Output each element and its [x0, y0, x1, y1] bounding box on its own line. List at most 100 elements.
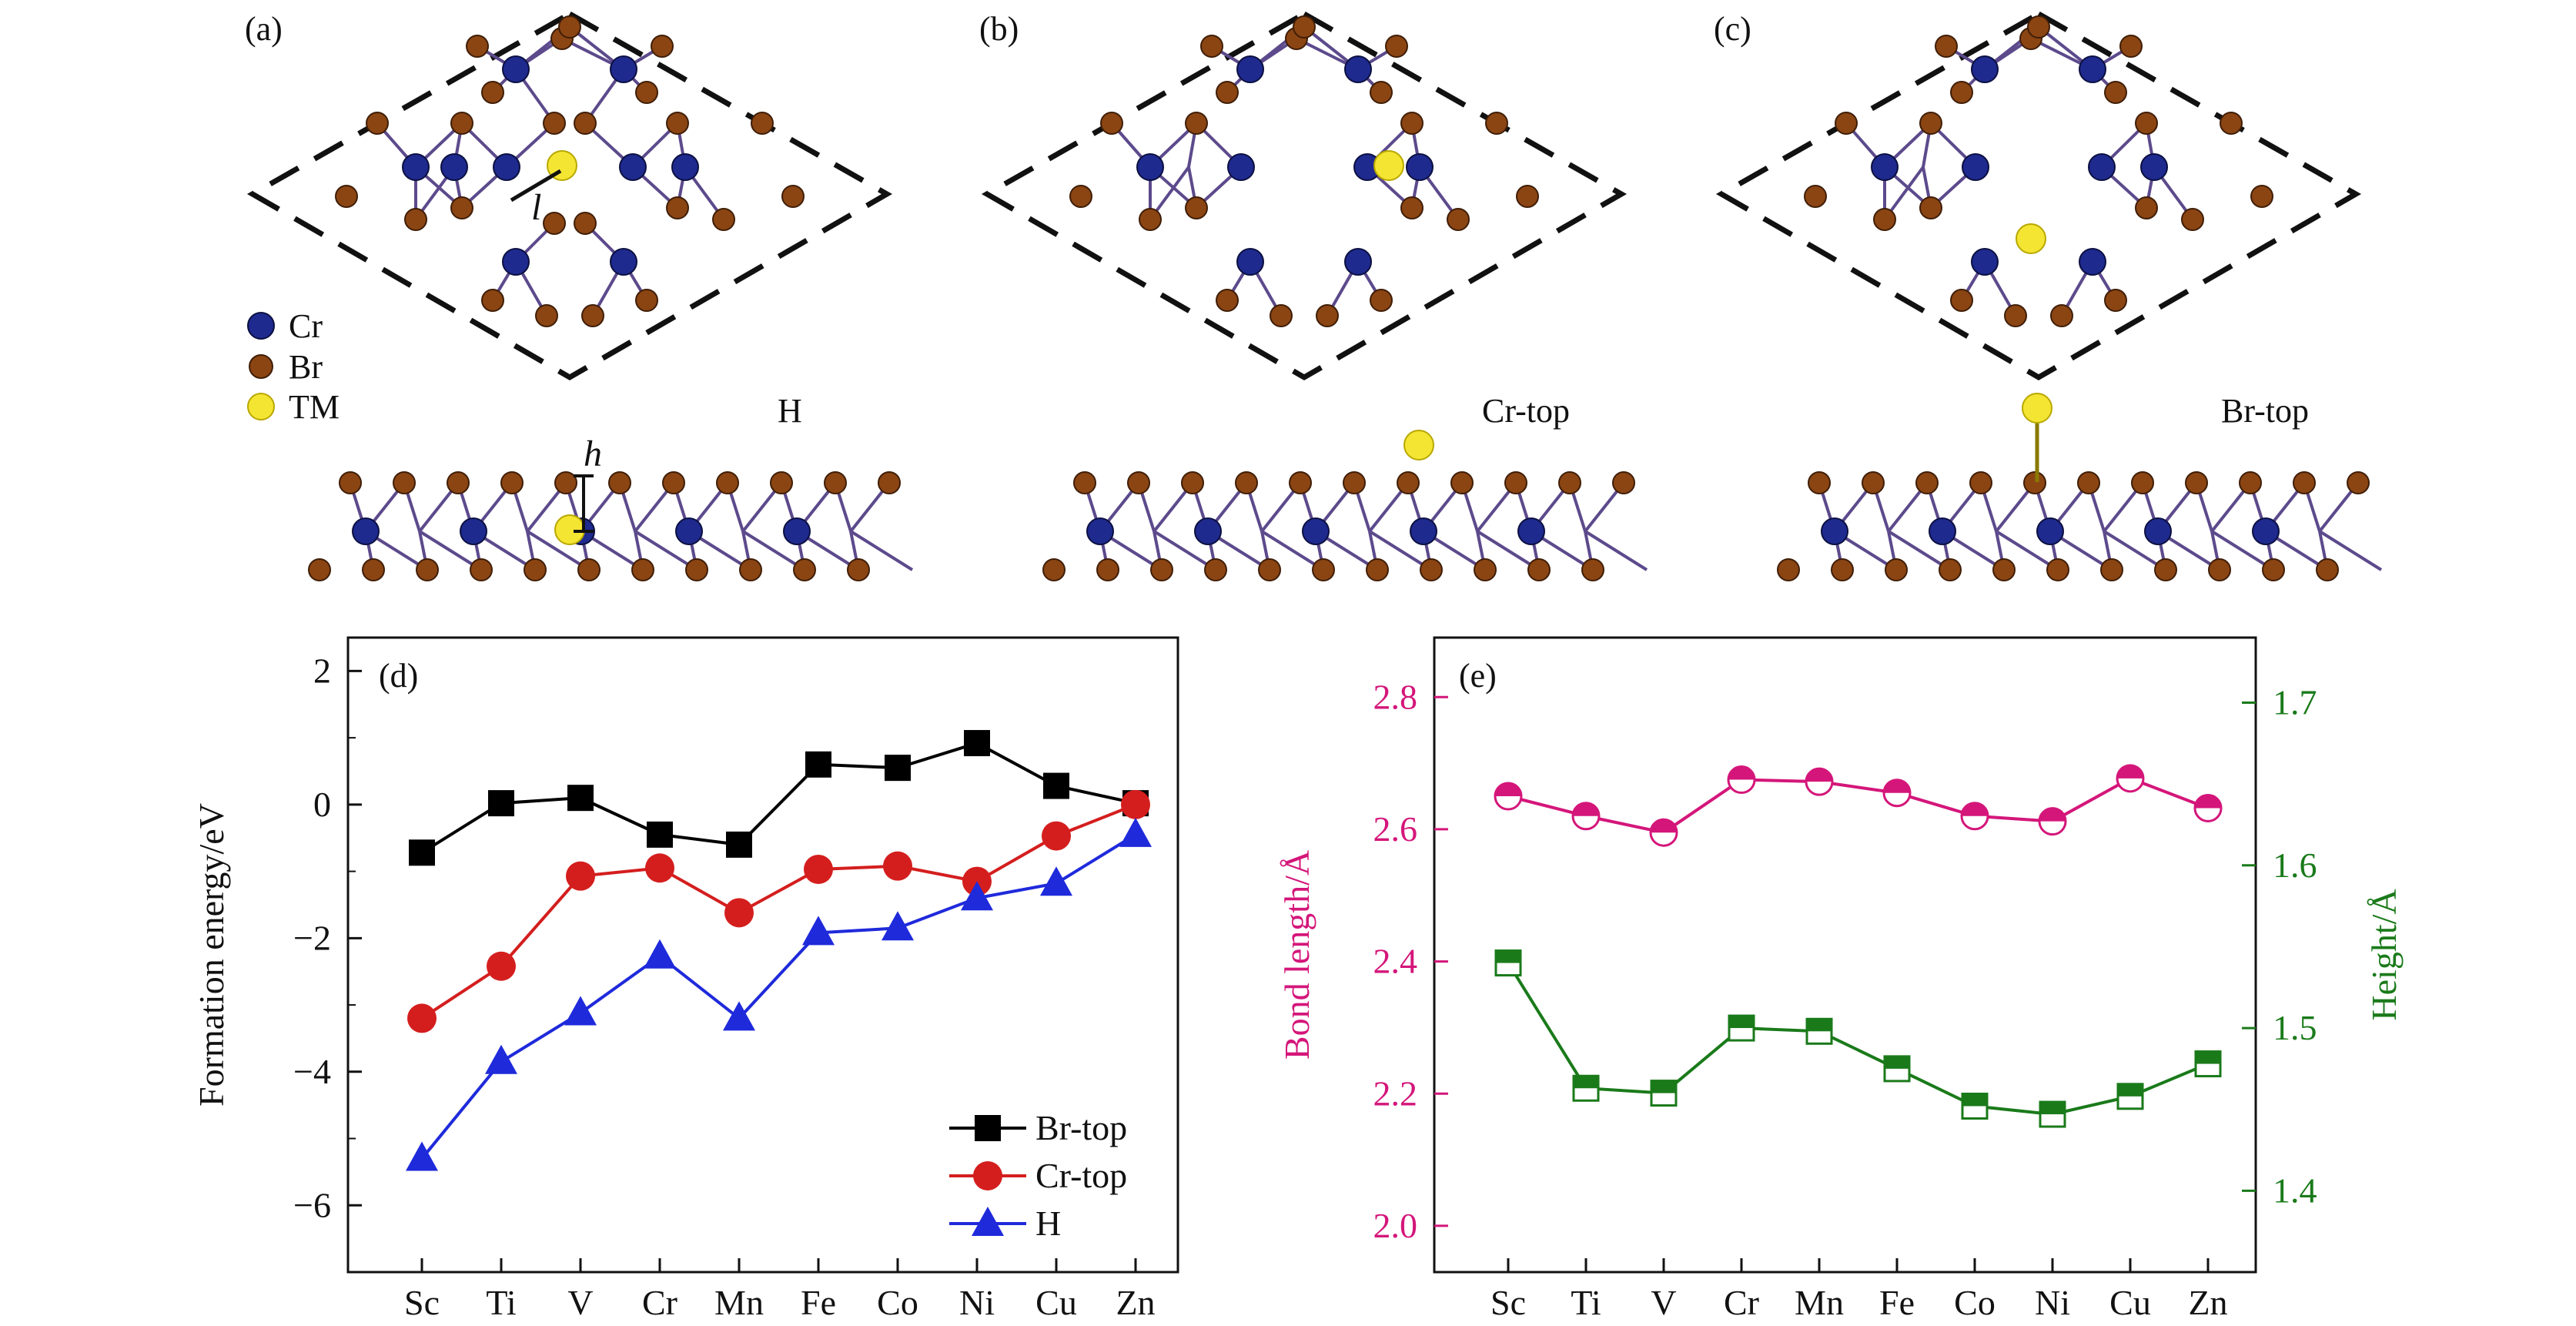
series-line — [1507, 962, 2209, 1117]
y-tick-label-right-e: 1.7 — [2273, 683, 2317, 722]
unit-cell-outline — [1715, 10, 2362, 381]
br-atom — [362, 558, 385, 581]
br-atom — [1447, 208, 1470, 231]
br-atom — [1258, 558, 1281, 581]
br-atom — [2046, 558, 2069, 581]
cr-atom — [440, 153, 468, 181]
marker-fill — [1495, 783, 1521, 796]
br-atom — [1915, 471, 1939, 494]
br-atom — [1450, 471, 1474, 494]
cr-atom — [610, 248, 637, 276]
bond — [634, 530, 698, 571]
x-tick-label-d: Mn — [714, 1283, 764, 1322]
br-atom — [543, 212, 566, 235]
br-atom — [466, 35, 489, 58]
data-point-half-circle — [2193, 793, 2223, 822]
br-atom — [1366, 558, 1389, 581]
y-tick-label-right-e: 1.5 — [2273, 1008, 2317, 1047]
br-atom — [481, 81, 504, 104]
cr-atom — [1871, 153, 1899, 181]
br-atom — [366, 112, 389, 135]
marker-fill — [1885, 1056, 1909, 1069]
data-point-circle — [1121, 789, 1150, 819]
br-atom — [481, 289, 504, 312]
data-point-half-square — [2116, 1083, 2144, 1110]
cr-atom — [2036, 517, 2064, 545]
cr-atom — [352, 517, 380, 545]
br-atom — [1293, 15, 1316, 39]
data-point-half-circle — [1805, 767, 1834, 796]
cr-atom — [1302, 517, 1330, 545]
br-atom — [1204, 558, 1227, 581]
data-point-triangle — [406, 1141, 438, 1171]
series-h — [406, 817, 1152, 1171]
br-atom — [450, 112, 473, 135]
br-atom — [1185, 112, 1208, 135]
br-atom — [1804, 185, 1827, 208]
br-atom — [716, 471, 739, 494]
br-atom — [1808, 471, 1831, 494]
legend-d: Br-top Cr-top H — [949, 1108, 1127, 1243]
br-atom — [574, 212, 597, 235]
br-atom — [1950, 81, 1973, 104]
br-atom — [1969, 471, 1992, 494]
br-atom — [581, 304, 604, 327]
br-atom — [1312, 558, 1335, 581]
br-atom — [685, 558, 708, 581]
data-point-triangle — [485, 1044, 517, 1074]
data-point-triangle — [972, 1207, 1004, 1236]
data-point-half-square — [1650, 1080, 1678, 1107]
br-atom — [1385, 35, 1408, 58]
legend-label-cr: Cr — [289, 307, 323, 345]
data-point-triangle — [564, 996, 597, 1026]
br-atom — [651, 35, 674, 58]
data-point-half-square — [2039, 1100, 2066, 1128]
br-atom — [878, 471, 901, 494]
cr-atom — [783, 517, 811, 545]
br-atom — [2208, 558, 2231, 581]
data-point-half-circle — [1882, 779, 1912, 808]
cr-atom — [675, 517, 703, 545]
panel-label-d: (d) — [379, 657, 418, 695]
br-atom — [2004, 304, 2027, 327]
legend-label-tm: TM — [289, 388, 340, 426]
bond — [1584, 530, 1648, 571]
bond — [1153, 530, 1217, 571]
br-atom — [1612, 471, 1635, 494]
data-point-half-circle — [1571, 802, 1601, 831]
br-atom — [2347, 471, 2370, 494]
br-atom — [577, 558, 601, 581]
cr-atom — [671, 153, 699, 181]
br-atom — [1216, 81, 1239, 104]
br-atom — [793, 558, 816, 581]
tm-atom — [2016, 223, 2046, 254]
x-tick-label-e: Ti — [1571, 1283, 1601, 1322]
br-atom — [1939, 558, 1962, 581]
data-point-half-circle — [2038, 807, 2067, 836]
x-tick-label-d: Ti — [486, 1283, 516, 1322]
marker-fill — [2040, 1102, 2065, 1115]
br-atom — [1992, 558, 2016, 581]
bond — [1260, 530, 1325, 571]
br-atom — [404, 208, 427, 231]
x-tick-label-d: Cr — [642, 1283, 677, 1322]
br-atom — [635, 289, 658, 312]
data-point-square — [726, 831, 752, 858]
cr-atom — [1821, 517, 1848, 545]
br-atom — [1485, 112, 1508, 135]
br-atom — [1400, 112, 1423, 135]
marker-fill — [1651, 1080, 1676, 1093]
br-atom — [2104, 289, 2127, 312]
data-point-half-square — [1883, 1055, 1911, 1083]
cr-atom — [1410, 517, 1437, 545]
marker-fill — [1573, 802, 1599, 816]
data-point-square — [975, 1115, 1001, 1141]
y-axis-label-left-e: Bond length/Å — [1277, 850, 1316, 1060]
cr-atom — [2140, 153, 2168, 181]
legend-marker-cr — [247, 312, 275, 340]
cr-atom — [1517, 517, 1545, 545]
br-atom — [1235, 471, 1258, 494]
x-tick-label-d: Fe — [801, 1283, 836, 1322]
marker-fill — [2117, 765, 2143, 779]
br-atom — [608, 471, 631, 494]
